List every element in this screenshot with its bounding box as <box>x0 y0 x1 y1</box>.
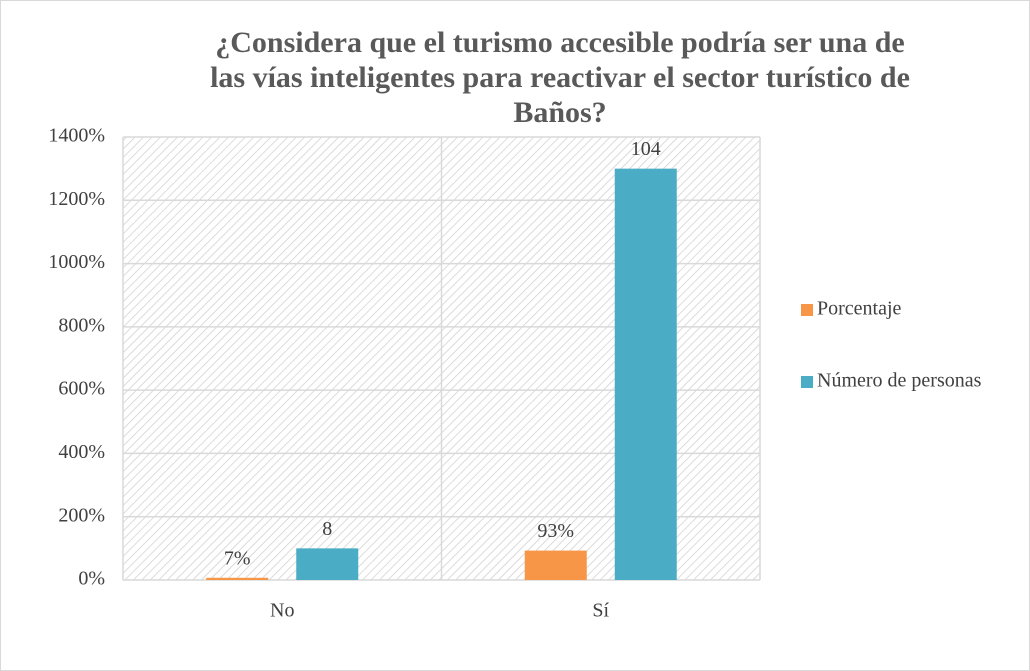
y-tick-label: 1200% <box>48 188 105 210</box>
y-tick-label: 0% <box>78 568 105 590</box>
bar <box>524 550 587 580</box>
chart-title: Baños? <box>513 96 606 129</box>
legend-swatch <box>801 376 813 388</box>
chart-title: ¿Considera que el turismo accesible podr… <box>215 26 904 59</box>
bar <box>206 577 269 580</box>
bar <box>614 168 677 580</box>
y-tick-label: 400% <box>58 441 105 463</box>
y-tick-label: 200% <box>58 504 105 526</box>
y-tick-label: 800% <box>58 314 105 336</box>
y-tick-label: 600% <box>58 378 105 400</box>
data-label: 104 <box>631 138 661 160</box>
x-tick-label: No <box>270 600 294 622</box>
y-tick-label: 1400% <box>48 125 105 147</box>
data-label: 7% <box>224 547 251 569</box>
legend-label: Número de personas <box>817 370 982 392</box>
chart-title: las vías inteligentes para reactivar el … <box>210 61 910 94</box>
legend-label: Porcentaje <box>817 298 902 320</box>
data-label: 8 <box>322 518 332 540</box>
x-tick-label: Sí <box>592 600 609 622</box>
y-tick-label: 1000% <box>48 251 105 273</box>
data-label: 93% <box>537 520 574 542</box>
bar <box>296 548 359 580</box>
legend-swatch <box>801 304 813 316</box>
